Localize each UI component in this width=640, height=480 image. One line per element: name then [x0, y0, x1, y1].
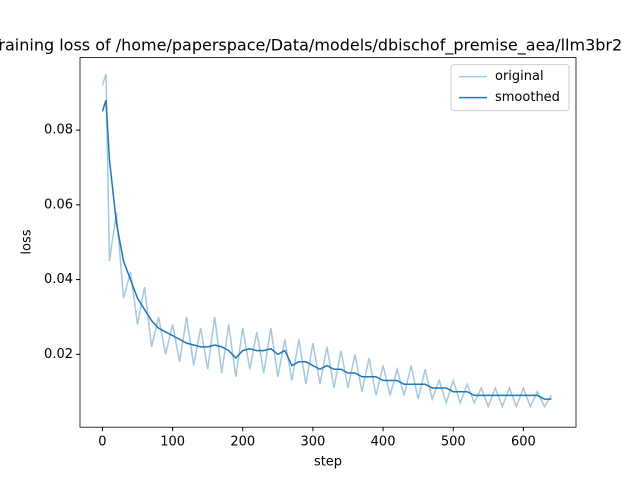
x-tick-label: 500: [441, 435, 466, 450]
legend-label: smoothed: [495, 90, 560, 105]
series-line: [101, 99, 552, 400]
legend-label: original: [495, 69, 544, 84]
y-axis-label: loss: [20, 229, 35, 254]
x-tick-label: 200: [230, 435, 255, 450]
x-tick-label: 300: [301, 435, 326, 450]
x-axis-label: step: [314, 455, 342, 470]
series-line: [101, 73, 553, 409]
y-tick-label: 0.08: [44, 123, 73, 138]
plot-frame: [79, 57, 577, 428]
x-tick-label: 400: [371, 435, 396, 450]
y-tick-label: 0.04: [44, 272, 73, 287]
x-tick-label: 0: [98, 435, 106, 450]
x-tick-label: 600: [511, 435, 536, 450]
chart-title: Training loss of /home/paperspace/Data/m…: [0, 36, 622, 56]
y-tick-label: 0.02: [44, 347, 73, 362]
y-tick-label: 0.06: [44, 197, 73, 212]
x-tick-label: 100: [160, 435, 185, 450]
